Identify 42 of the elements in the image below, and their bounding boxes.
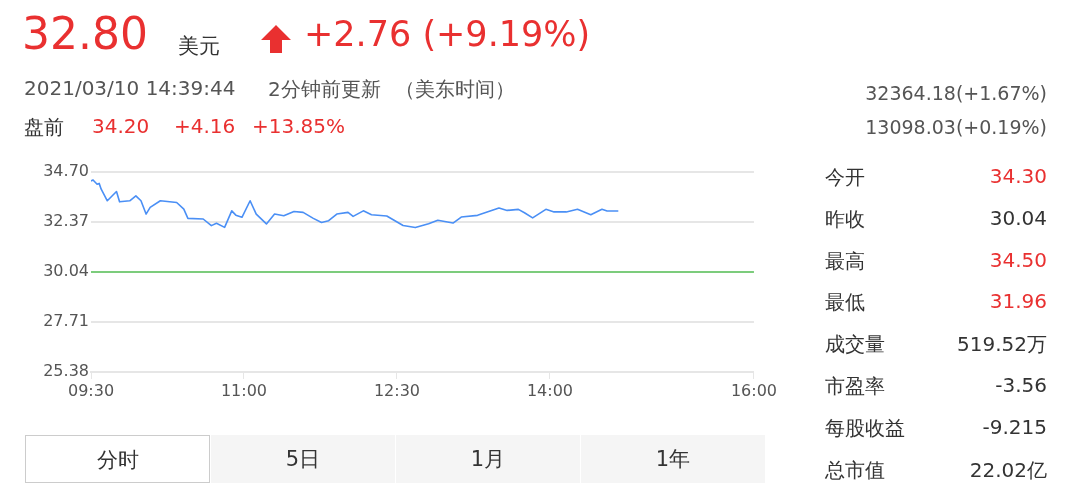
- x-tick-label: 09:30: [67, 380, 115, 400]
- text: 30.04: [989, 205, 1047, 230]
- text: 分时: [25, 435, 210, 483]
- text: 最低: [825, 289, 865, 317]
- text: +2.76 (+9.19%): [304, 14, 591, 54]
- text: 32364.18(+1.67%): [865, 82, 1047, 104]
- text: 1年: [580, 435, 765, 483]
- x-tick-label: 12:30: [373, 380, 421, 400]
- text: 31.96: [989, 289, 1047, 314]
- x-tick-label: 14:00: [526, 380, 574, 400]
- text: 34.30: [989, 164, 1047, 188]
- text: 成交量: [825, 331, 885, 359]
- text: 32.80: [22, 8, 148, 59]
- text: 34.20: [92, 114, 150, 138]
- text: 519.52万: [957, 331, 1047, 359]
- text: （美东时间）: [395, 76, 515, 103]
- y-tick-label: 25.38: [43, 361, 89, 381]
- y-tick-label: 30.04: [43, 261, 89, 281]
- text: 2021/03/10 14:39:44: [24, 76, 236, 100]
- text: 22.02亿: [969, 456, 1047, 484]
- text: 34.50: [989, 247, 1047, 272]
- text: 13098.03(+0.19%): [865, 116, 1047, 138]
- text: 2分钟前更新: [268, 76, 381, 103]
- text: 盘前: [24, 114, 64, 141]
- text: 昨收: [825, 205, 865, 233]
- y-tick-label: 27.71: [43, 311, 89, 331]
- x-tick-label: 11:00: [220, 380, 268, 400]
- text: 最高: [825, 247, 865, 275]
- text: 美元: [178, 33, 220, 60]
- text: 市盈率: [825, 373, 885, 400]
- y-tick-label: 34.70: [43, 161, 89, 181]
- text: 总市值: [825, 456, 885, 484]
- text: 每股收益: [825, 414, 905, 442]
- text: -3.56: [995, 373, 1047, 397]
- text: +4.16: [174, 114, 236, 138]
- y-tick-label: 32.37: [43, 211, 89, 231]
- text: +13.85%: [252, 114, 346, 138]
- text: -9.215: [982, 414, 1047, 439]
- text: 今开: [825, 164, 865, 191]
- text: 1月: [395, 435, 580, 483]
- x-tick-label: 16:00: [730, 380, 777, 400]
- text: 5日: [210, 435, 395, 483]
